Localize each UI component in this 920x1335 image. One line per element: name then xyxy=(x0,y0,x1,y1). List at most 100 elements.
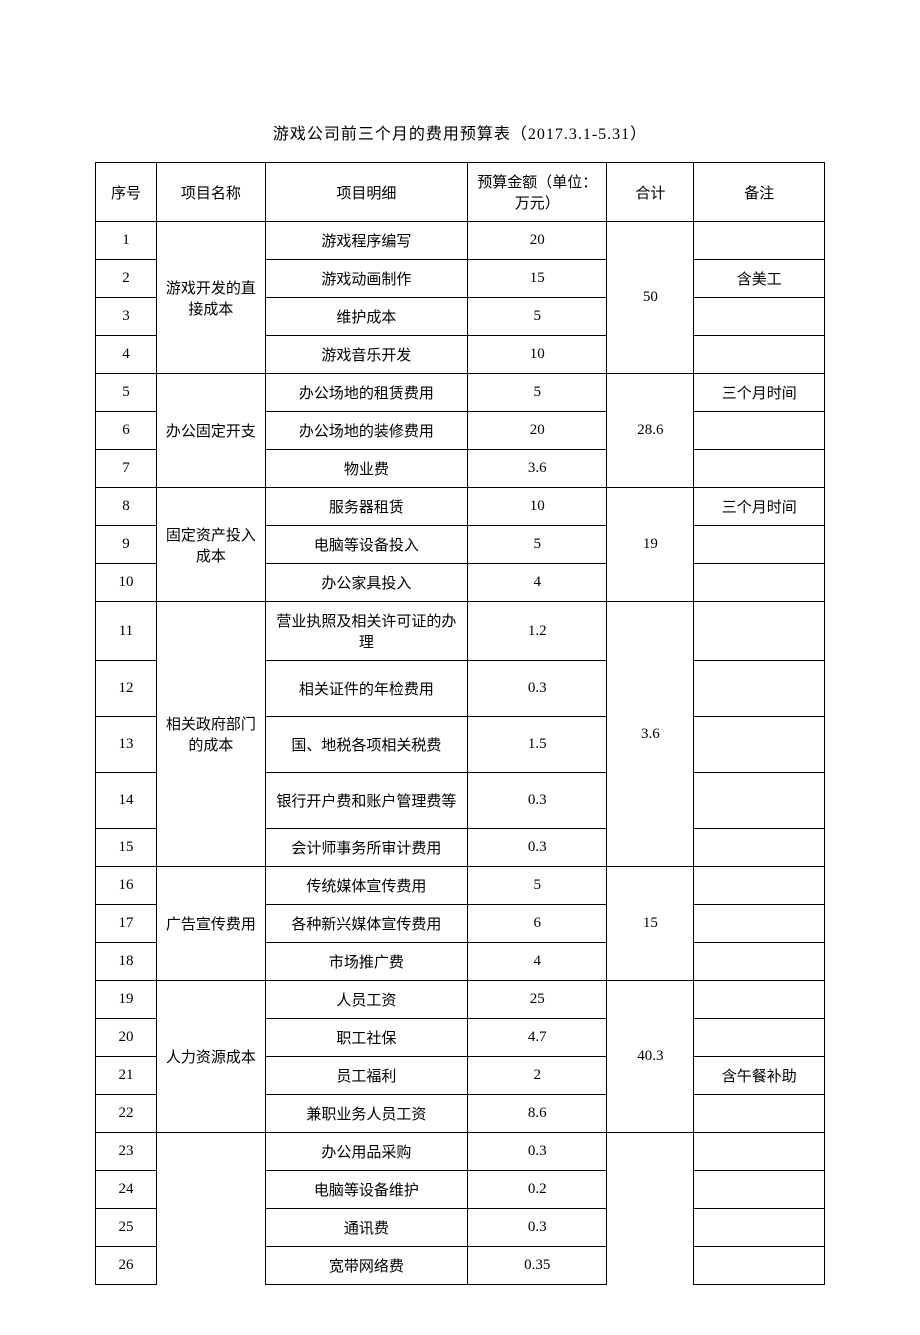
table-row: 8 固定资产投入成本 服务器租赁 10 19 三个月时间 xyxy=(96,488,825,526)
cell-amount: 25 xyxy=(468,981,607,1019)
cell-detail: 国、地税各项相关税费 xyxy=(265,717,467,773)
cell-amount: 6 xyxy=(468,905,607,943)
cell-note xyxy=(694,1019,825,1057)
cell-detail: 传统媒体宣传费用 xyxy=(265,867,467,905)
header-seq: 序号 xyxy=(96,163,157,222)
cell-amount: 5 xyxy=(468,867,607,905)
cell-note xyxy=(694,526,825,564)
cell-note xyxy=(694,412,825,450)
cell-seq: 3 xyxy=(96,298,157,336)
cell-total: 50 xyxy=(607,222,694,374)
cell-note xyxy=(694,1133,825,1171)
cell-detail: 物业费 xyxy=(265,450,467,488)
header-note: 备注 xyxy=(694,163,825,222)
cell-name: 办公固定开支 xyxy=(156,374,265,488)
cell-seq: 26 xyxy=(96,1247,157,1285)
cell-detail: 职工社保 xyxy=(265,1019,467,1057)
cell-seq: 23 xyxy=(96,1133,157,1171)
table-body: 1 游戏开发的直接成本 游戏程序编写 20 50 2 游戏动画制作 15 含美工… xyxy=(96,222,825,1285)
cell-detail: 营业执照及相关许可证的办理 xyxy=(265,602,467,661)
cell-name xyxy=(156,1133,265,1285)
cell-amount: 0.35 xyxy=(468,1247,607,1285)
cell-seq: 20 xyxy=(96,1019,157,1057)
cell-note xyxy=(694,1171,825,1209)
cell-detail: 宽带网络费 xyxy=(265,1247,467,1285)
cell-name: 游戏开发的直接成本 xyxy=(156,222,265,374)
table-row: 23 办公用品采购 0.3 xyxy=(96,1133,825,1171)
cell-amount: 4.7 xyxy=(468,1019,607,1057)
cell-note: 三个月时间 xyxy=(694,488,825,526)
cell-seq: 24 xyxy=(96,1171,157,1209)
cell-seq: 12 xyxy=(96,661,157,717)
cell-amount: 8.6 xyxy=(468,1095,607,1133)
cell-seq: 8 xyxy=(96,488,157,526)
cell-detail: 电脑等设备投入 xyxy=(265,526,467,564)
cell-amount: 0.3 xyxy=(468,1209,607,1247)
cell-detail: 服务器租赁 xyxy=(265,488,467,526)
cell-seq: 25 xyxy=(96,1209,157,1247)
cell-detail: 通讯费 xyxy=(265,1209,467,1247)
cell-seq: 22 xyxy=(96,1095,157,1133)
cell-note xyxy=(694,829,825,867)
cell-detail: 会计师事务所审计费用 xyxy=(265,829,467,867)
cell-detail: 市场推广费 xyxy=(265,943,467,981)
cell-amount: 4 xyxy=(468,943,607,981)
cell-seq: 9 xyxy=(96,526,157,564)
cell-seq: 10 xyxy=(96,564,157,602)
cell-note xyxy=(694,905,825,943)
cell-name: 固定资产投入成本 xyxy=(156,488,265,602)
cell-detail: 电脑等设备维护 xyxy=(265,1171,467,1209)
table-row: 11 相关政府部门的成本 营业执照及相关许可证的办理 1.2 3.6 xyxy=(96,602,825,661)
cell-seq: 7 xyxy=(96,450,157,488)
cell-amount: 15 xyxy=(468,260,607,298)
cell-note xyxy=(694,222,825,260)
cell-seq: 11 xyxy=(96,602,157,661)
cell-detail: 维护成本 xyxy=(265,298,467,336)
table-row: 1 游戏开发的直接成本 游戏程序编写 20 50 xyxy=(96,222,825,260)
cell-amount: 0.3 xyxy=(468,773,607,829)
cell-note xyxy=(694,981,825,1019)
cell-amount: 0.3 xyxy=(468,1133,607,1171)
cell-detail: 游戏程序编写 xyxy=(265,222,467,260)
table-header-row: 序号 项目名称 项目明细 预算金额（单位：万元） 合计 备注 xyxy=(96,163,825,222)
cell-note xyxy=(694,564,825,602)
cell-note: 三个月时间 xyxy=(694,374,825,412)
cell-detail: 兼职业务人员工资 xyxy=(265,1095,467,1133)
cell-note xyxy=(694,943,825,981)
cell-amount: 0.2 xyxy=(468,1171,607,1209)
header-detail: 项目明细 xyxy=(265,163,467,222)
cell-note xyxy=(694,1209,825,1247)
page-title: 游戏公司前三个月的费用预算表（2017.3.1-5.31） xyxy=(95,120,825,144)
cell-seq: 2 xyxy=(96,260,157,298)
budget-table: 序号 项目名称 项目明细 预算金额（单位：万元） 合计 备注 1 游戏开发的直接… xyxy=(95,162,825,1285)
cell-total: 28.6 xyxy=(607,374,694,488)
cell-detail: 人员工资 xyxy=(265,981,467,1019)
cell-total: 3.6 xyxy=(607,602,694,867)
cell-seq: 19 xyxy=(96,981,157,1019)
cell-total: 19 xyxy=(607,488,694,602)
cell-detail: 游戏音乐开发 xyxy=(265,336,467,374)
cell-amount: 1.2 xyxy=(468,602,607,661)
cell-detail: 办公场地的租赁费用 xyxy=(265,374,467,412)
cell-note xyxy=(694,450,825,488)
cell-amount: 10 xyxy=(468,336,607,374)
cell-amount: 10 xyxy=(468,488,607,526)
cell-seq: 5 xyxy=(96,374,157,412)
cell-amount: 2 xyxy=(468,1057,607,1095)
cell-seq: 1 xyxy=(96,222,157,260)
cell-amount: 20 xyxy=(468,412,607,450)
cell-note xyxy=(694,1247,825,1285)
cell-seq: 4 xyxy=(96,336,157,374)
cell-note: 含午餐补助 xyxy=(694,1057,825,1095)
cell-amount: 3.6 xyxy=(468,450,607,488)
cell-seq: 13 xyxy=(96,717,157,773)
cell-total: 15 xyxy=(607,867,694,981)
cell-detail: 办公用品采购 xyxy=(265,1133,467,1171)
header-total: 合计 xyxy=(607,163,694,222)
cell-amount: 5 xyxy=(468,526,607,564)
cell-detail: 游戏动画制作 xyxy=(265,260,467,298)
cell-amount: 5 xyxy=(468,298,607,336)
cell-detail: 银行开户费和账户管理费等 xyxy=(265,773,467,829)
cell-seq: 6 xyxy=(96,412,157,450)
cell-note xyxy=(694,298,825,336)
